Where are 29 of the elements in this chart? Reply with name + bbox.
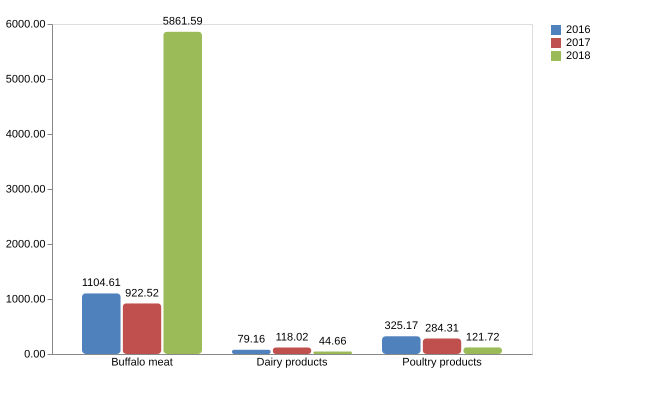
data-label: 284.31: [425, 322, 459, 334]
y-tick-label: 3000.00: [6, 184, 46, 196]
data-label: 121.72: [466, 331, 500, 344]
y-tick-label: 4000.00: [6, 128, 46, 140]
y-tick-label: 1000.00: [6, 294, 46, 306]
bar: [463, 347, 502, 354]
legend-label: 2018: [566, 50, 590, 62]
data-label: 79.16: [238, 334, 266, 346]
x-tick-label: Poultry products: [402, 356, 482, 368]
data-label: 1104.61: [82, 277, 121, 290]
bar: [122, 303, 162, 354]
bar: [422, 338, 462, 354]
legend-label: 2016: [566, 24, 590, 36]
data-label: 325.17: [384, 320, 418, 332]
x-tick-label: Buffalo meat: [111, 356, 173, 368]
legend-label: 2017: [566, 37, 590, 49]
y-tick-label: 6000.00: [6, 18, 46, 30]
y-tick-label: 2000.00: [6, 238, 46, 250]
bar: [382, 336, 421, 354]
bar: [163, 32, 202, 354]
data-label: 118.02: [276, 332, 308, 344]
y-tick-label: 0.00: [24, 348, 46, 360]
y-tick-label: 5000.00: [6, 74, 46, 86]
bar: [272, 348, 312, 354]
bar: [82, 293, 121, 354]
data-label: 922.52: [125, 287, 159, 300]
data-label: 5861.59: [162, 16, 203, 28]
data-label: 44.66: [318, 336, 346, 348]
x-tick-label: Dairy products: [256, 356, 328, 368]
